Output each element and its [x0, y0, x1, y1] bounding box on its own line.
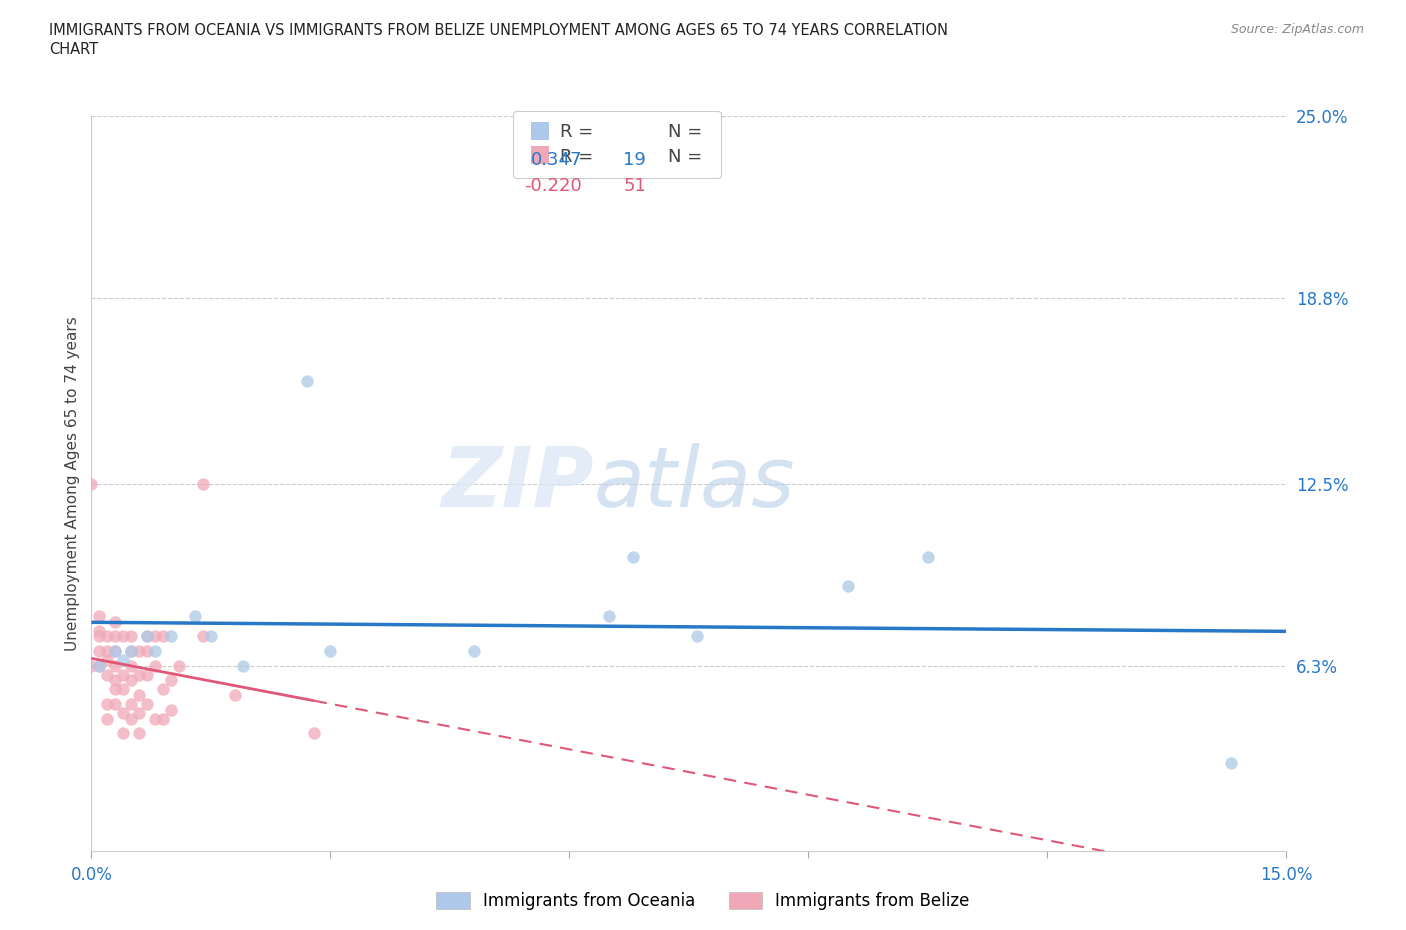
Point: [89, 629, 111, 644]
Point: [152, 629, 174, 644]
Point: [120, 658, 142, 673]
Point: [89, 658, 111, 673]
Point: [143, 629, 166, 644]
Point: [120, 644, 142, 658]
Point: [96, 697, 118, 711]
Point: [167, 658, 190, 673]
Text: IMMIGRANTS FROM OCEANIA VS IMMIGRANTS FROM BELIZE UNEMPLOYMENT AMONG AGES 65 TO : IMMIGRANTS FROM OCEANIA VS IMMIGRANTS FR…: [49, 23, 948, 38]
Text: atlas: atlas: [593, 443, 794, 525]
Point: [463, 644, 485, 658]
Point: [143, 658, 166, 673]
Point: [224, 688, 246, 703]
Point: [89, 623, 111, 638]
Point: [136, 629, 159, 644]
Point: [128, 667, 150, 682]
Point: [191, 629, 214, 644]
Point: [128, 688, 150, 703]
Text: ZIP: ZIP: [440, 443, 593, 525]
Point: [120, 673, 142, 688]
Point: [112, 629, 135, 644]
Point: [104, 673, 127, 688]
Point: [143, 644, 166, 658]
Point: [128, 705, 150, 720]
Point: [104, 629, 127, 644]
Point: [128, 726, 150, 741]
Point: [96, 653, 118, 668]
Point: [304, 726, 326, 741]
Point: [104, 697, 127, 711]
Point: [598, 608, 620, 623]
Point: [112, 667, 135, 682]
Point: [112, 682, 135, 697]
Text: 51: 51: [623, 177, 647, 195]
Point: [136, 644, 159, 658]
Point: [917, 550, 939, 565]
Point: [160, 673, 183, 688]
Point: [80, 658, 103, 673]
Point: [104, 615, 127, 630]
Point: [1219, 755, 1241, 770]
Point: [120, 697, 142, 711]
Point: [136, 629, 159, 644]
Point: [96, 644, 118, 658]
Point: [112, 726, 135, 741]
Point: [295, 373, 318, 388]
Legend: R =             N = , R =             N = : R = N = , R = N =: [513, 111, 721, 179]
Point: [200, 629, 222, 644]
Point: [160, 702, 183, 717]
Point: [128, 644, 150, 658]
Point: [104, 658, 127, 673]
Text: 19: 19: [623, 152, 647, 169]
Point: [837, 579, 859, 594]
Point: [191, 476, 214, 491]
Point: [143, 711, 166, 726]
Legend: Immigrants from Oceania, Immigrants from Belize: Immigrants from Oceania, Immigrants from…: [430, 885, 976, 917]
Text: -0.220: -0.220: [524, 177, 582, 195]
Point: [89, 644, 111, 658]
Point: [152, 711, 174, 726]
Point: [232, 658, 254, 673]
Point: [319, 644, 342, 658]
Point: [89, 658, 111, 673]
Point: [120, 629, 142, 644]
Point: [112, 653, 135, 668]
Point: [136, 697, 159, 711]
Point: [686, 629, 709, 644]
Point: [152, 682, 174, 697]
Point: [96, 629, 118, 644]
Point: [104, 644, 127, 658]
Text: 0.347: 0.347: [531, 152, 582, 169]
Y-axis label: Unemployment Among Ages 65 to 74 years: Unemployment Among Ages 65 to 74 years: [65, 316, 80, 651]
Point: [112, 705, 135, 720]
Point: [120, 644, 142, 658]
Point: [104, 682, 127, 697]
Point: [80, 476, 103, 491]
Point: [104, 644, 127, 658]
Point: [120, 711, 142, 726]
Point: [621, 550, 644, 565]
Point: [89, 608, 111, 623]
Point: [136, 667, 159, 682]
Text: CHART: CHART: [49, 42, 98, 57]
Text: Source: ZipAtlas.com: Source: ZipAtlas.com: [1230, 23, 1364, 36]
Point: [160, 629, 183, 644]
Point: [184, 608, 207, 623]
Point: [96, 667, 118, 682]
Point: [96, 711, 118, 726]
